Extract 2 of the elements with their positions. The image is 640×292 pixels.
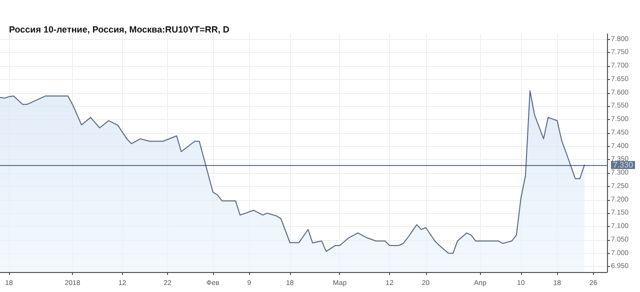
chart-title: Россия 10-летние, Россия, Москва:RU10YT=RR, D [9,24,230,34]
ref-line-label: 7.330 [613,160,634,170]
